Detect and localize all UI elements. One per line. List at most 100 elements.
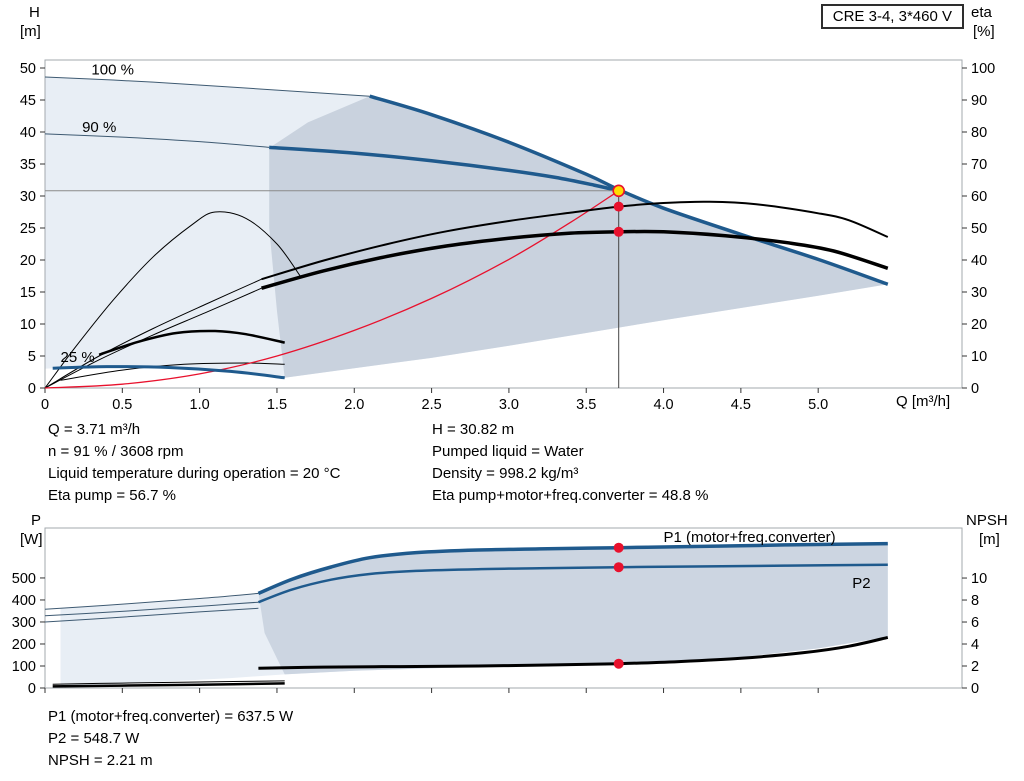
- y-tick-label-left: 10: [20, 317, 36, 333]
- p1-thin: [44, 592, 259, 610]
- p2-point: [613, 562, 624, 573]
- p-npsh-chart: 0 100 200 300 400 500 0 2 4 6 8 10 P1 (motor+freq.co…: [12, 527, 987, 697]
- hq-eta-chart: 0 0.5 1.0 1.5 2.0 2.5 3.0 3.5 4.0 4.5 5.0 0 5 10 15 20 2…: [20, 59, 995, 413]
- y-tick-label-right: 50: [971, 221, 987, 237]
- envelope-dark: [269, 96, 888, 378]
- eta-small-thick: [98, 329, 285, 356]
- p2-curve-label: P2: [852, 575, 870, 592]
- y-tick-label-left: 300: [12, 615, 36, 631]
- duty-density-text: Density = 998.2 kg/m³: [432, 465, 579, 482]
- y-tick-label-left: 200: [12, 637, 36, 653]
- npsh-value-text: NPSH = 2.21 m: [48, 752, 153, 769]
- p1-value-text: P1 (motor+freq.converter) = 637.5 W: [48, 708, 294, 725]
- x-tick-label: 4.5: [731, 397, 751, 413]
- y-tick-label-right: 10: [971, 571, 987, 587]
- curve-npsh: [258, 635, 889, 670]
- hq-eta-chart-frame: [44, 59, 963, 389]
- y-tick-label-left: 50: [20, 61, 36, 77]
- label-90pct: 90 %: [82, 119, 116, 136]
- duty-speed-text: n = 91 % / 3608 rpm: [48, 443, 184, 460]
- duty-eta-total-text: Eta pump+motor+freq.converter = 48.8 %: [432, 487, 709, 504]
- y-tick-label-right: 6: [971, 615, 979, 631]
- p2-thin: [44, 601, 259, 617]
- curve-100-thin: [44, 76, 370, 97]
- h-axis-label: H: [29, 4, 40, 21]
- p-axis-label: P: [31, 512, 42, 529]
- curve-duty-speed: [269, 145, 620, 193]
- duty-liquid-temp-text: Liquid temperature during operation = 20…: [48, 465, 341, 482]
- y-tick-label-right: 60: [971, 189, 987, 205]
- eta-thin-b: [44, 287, 262, 389]
- y-tick-label-left: 100: [12, 659, 36, 675]
- y-tick-label-left: 400: [12, 593, 36, 609]
- envelope-dark-bottom: [258, 543, 888, 675]
- p-axis-unit: [W]: [20, 531, 43, 548]
- system-curve: [44, 190, 620, 389]
- x-tick-label: 3.0: [499, 397, 519, 413]
- eta-small-thin: [60, 362, 285, 381]
- npsh-axis-unit: [m]: [979, 531, 1000, 548]
- pump-model-box: CRE 3-4, 3*460 V: [820, 4, 964, 29]
- duty-point[interactable]: [612, 184, 626, 198]
- x-tick-label: 2.0: [344, 397, 364, 413]
- x-tick-label: 1.5: [267, 397, 287, 413]
- x-tick-label: 2.5: [422, 397, 442, 413]
- y-tick-label-right: 20: [971, 317, 987, 333]
- y-tick-label-right: 2: [971, 659, 979, 675]
- x-tick-label: 5.0: [808, 397, 828, 413]
- y-tick-label-left: 40: [20, 125, 36, 141]
- y-tick-label-left: 25: [20, 221, 36, 237]
- npsh-axis-label: NPSH: [966, 512, 1008, 529]
- x-tick-label: 0: [41, 397, 49, 413]
- y-tick-label-right: 80: [971, 125, 987, 141]
- y-tick-label-left: 20: [20, 253, 36, 269]
- y-tick-label-left: 5: [28, 349, 36, 365]
- x-tick-label: 1.0: [190, 397, 210, 413]
- label-25pct: 25 %: [61, 349, 95, 366]
- y-tick-label-left: 15: [20, 285, 36, 301]
- duty-eta-pump-text: Eta pump = 56.7 %: [48, 487, 176, 504]
- y-tick-label-right: 100: [971, 61, 995, 77]
- curve-min-speed: [52, 365, 285, 380]
- curve-90-thin: [44, 133, 270, 148]
- curve-eta-total: [261, 229, 889, 290]
- y-tick-label-left: 0: [28, 381, 36, 397]
- npsh-thin-low: [52, 680, 285, 685]
- npsh-point: [613, 658, 624, 669]
- y-tick-label-right: 10: [971, 349, 987, 365]
- q-axis-label: Q [m³/h]: [896, 393, 951, 410]
- y-tick-label-right: 0: [971, 681, 979, 697]
- y-tick-label-left: 30: [20, 189, 36, 205]
- y-tick-label-right: 90: [971, 93, 987, 109]
- h-axis-unit: [m]: [20, 23, 41, 40]
- y-tick-label-left: 0: [28, 681, 36, 697]
- y-tick-label-left: 35: [20, 157, 36, 173]
- eta-total-point: [613, 226, 624, 237]
- curve-p2: [257, 563, 888, 604]
- eta-axis-unit: [%]: [973, 23, 995, 40]
- pump-model-label: CRE 3-4, 3*460 V: [832, 8, 952, 25]
- y-tick-label-left: 500: [12, 571, 36, 587]
- curve-p1: [257, 541, 888, 596]
- y-tick-label-right: 0: [971, 381, 979, 397]
- duty-liquid-text: Pumped liquid = Water: [432, 443, 584, 460]
- y-tick-label-right: 4: [971, 637, 979, 653]
- label-100pct: 100 %: [91, 61, 134, 78]
- eta-arc-thin: [44, 211, 301, 389]
- eta-axis-label: eta: [971, 4, 992, 21]
- y-tick-label-right: 30: [971, 285, 987, 301]
- y-tick-label-right: 70: [971, 157, 987, 173]
- x-tick-label: 4.0: [653, 397, 673, 413]
- p-npsh-chart-frame: [44, 527, 963, 689]
- y-tick-label-right: 8: [971, 593, 979, 609]
- x-tick-label: 3.5: [576, 397, 596, 413]
- p1-curve-label: P1 (motor+freq.converter): [664, 529, 836, 546]
- x-tick-label: 0.5: [112, 397, 132, 413]
- y-tick-label-left: 45: [20, 93, 36, 109]
- duty-head-text: H = 30.82 m: [432, 421, 515, 438]
- p2-value-text: P2 = 548.7 W: [48, 730, 140, 747]
- eta-pump-point: [613, 201, 624, 212]
- duty-flow-text: Q = 3.71 m³/h: [48, 421, 141, 438]
